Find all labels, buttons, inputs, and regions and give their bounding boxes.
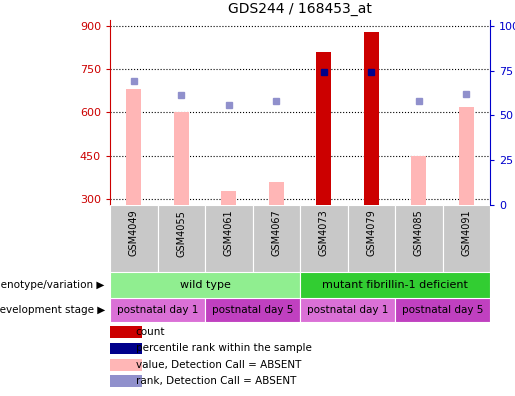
Bar <box>174 112 189 205</box>
Text: GSM4091: GSM4091 <box>461 210 471 256</box>
Bar <box>316 52 331 205</box>
Text: postnatal day 1: postnatal day 1 <box>307 305 388 315</box>
Bar <box>348 205 395 272</box>
Text: percentile rank within the sample: percentile rank within the sample <box>136 343 312 354</box>
Text: value, Detection Call = ABSENT: value, Detection Call = ABSENT <box>136 360 301 370</box>
Title: GDS244 / 168453_at: GDS244 / 168453_at <box>228 2 372 16</box>
Text: count: count <box>136 327 165 337</box>
Bar <box>205 298 300 322</box>
Text: postnatal day 1: postnatal day 1 <box>117 305 198 315</box>
Bar <box>395 205 442 272</box>
Bar <box>110 205 158 272</box>
Text: GSM4067: GSM4067 <box>271 210 281 257</box>
Bar <box>221 190 236 205</box>
Text: GSM4049: GSM4049 <box>129 210 139 256</box>
Bar <box>395 298 490 322</box>
Text: postnatal day 5: postnatal day 5 <box>212 305 293 315</box>
Text: GSM4079: GSM4079 <box>366 210 376 257</box>
Bar <box>126 89 141 205</box>
Bar <box>442 205 490 272</box>
Bar <box>110 359 142 371</box>
Bar <box>110 272 300 298</box>
Bar <box>158 205 205 272</box>
Bar <box>110 375 142 387</box>
Text: development stage ▶: development stage ▶ <box>0 305 105 315</box>
Text: GSM4073: GSM4073 <box>319 210 329 257</box>
Text: GSM4055: GSM4055 <box>176 210 186 257</box>
Text: rank, Detection Call = ABSENT: rank, Detection Call = ABSENT <box>136 376 296 386</box>
Bar <box>252 205 300 272</box>
Bar <box>364 32 379 205</box>
Bar <box>110 343 142 354</box>
Text: wild type: wild type <box>180 280 230 290</box>
Bar <box>411 156 426 205</box>
Bar <box>459 107 474 205</box>
Bar <box>300 272 490 298</box>
Text: postnatal day 5: postnatal day 5 <box>402 305 483 315</box>
Bar <box>205 205 252 272</box>
Bar <box>110 298 205 322</box>
Bar <box>300 298 395 322</box>
Bar <box>269 182 284 205</box>
Text: genotype/variation ▶: genotype/variation ▶ <box>0 280 105 290</box>
Text: GSM4085: GSM4085 <box>414 210 424 257</box>
Text: mutant fibrillin-1 deficient: mutant fibrillin-1 deficient <box>322 280 468 290</box>
Bar <box>110 326 142 338</box>
Text: GSM4061: GSM4061 <box>224 210 234 256</box>
Bar <box>300 205 348 272</box>
